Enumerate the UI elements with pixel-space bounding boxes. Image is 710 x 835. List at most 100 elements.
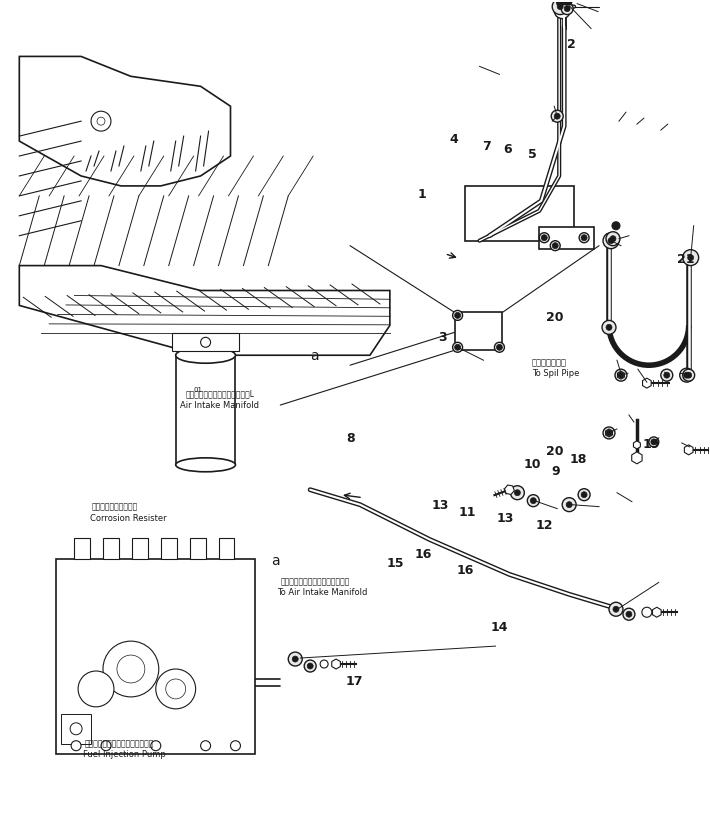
Ellipse shape <box>175 458 236 472</box>
Circle shape <box>562 498 576 512</box>
Circle shape <box>661 369 673 381</box>
Circle shape <box>610 235 616 241</box>
Circle shape <box>581 492 587 498</box>
Circle shape <box>651 439 657 445</box>
Text: コロージョンレジスタ: コロージョンレジスタ <box>92 503 138 512</box>
Circle shape <box>514 489 520 496</box>
Bar <box>61 714 91 744</box>
Circle shape <box>615 369 627 381</box>
Circle shape <box>566 502 572 508</box>
Text: 5: 5 <box>528 148 537 161</box>
Circle shape <box>540 233 550 243</box>
Bar <box>454 312 503 350</box>
Circle shape <box>530 498 536 504</box>
Circle shape <box>550 240 560 250</box>
Text: 18: 18 <box>569 453 586 467</box>
Circle shape <box>561 3 573 14</box>
Text: 16: 16 <box>456 564 474 577</box>
Circle shape <box>579 233 589 243</box>
Circle shape <box>603 233 619 249</box>
Circle shape <box>165 679 186 699</box>
Circle shape <box>623 608 635 620</box>
Text: Corrosion Resister: Corrosion Resister <box>89 514 166 523</box>
Circle shape <box>510 486 524 499</box>
Circle shape <box>91 111 111 131</box>
Circle shape <box>602 321 616 334</box>
Circle shape <box>293 656 298 662</box>
Circle shape <box>454 312 461 318</box>
Text: 12: 12 <box>536 519 554 532</box>
Polygon shape <box>555 0 574 5</box>
Circle shape <box>494 342 504 352</box>
Text: 7: 7 <box>482 139 491 153</box>
Bar <box>74 538 90 559</box>
Circle shape <box>606 430 612 436</box>
Circle shape <box>613 606 619 612</box>
Bar <box>175 355 236 465</box>
Text: スピルパイプへ: スピルパイプへ <box>532 358 567 367</box>
Circle shape <box>686 372 692 378</box>
Text: 8: 8 <box>346 432 355 445</box>
Text: 19: 19 <box>642 438 660 452</box>
Circle shape <box>564 6 570 12</box>
Text: 15: 15 <box>387 557 404 569</box>
Text: 01: 01 <box>193 387 202 393</box>
Circle shape <box>155 669 196 709</box>
Circle shape <box>151 741 160 751</box>
Circle shape <box>557 3 563 9</box>
Text: 16: 16 <box>415 549 432 561</box>
Text: Air Intake Manifold: Air Intake Manifold <box>180 401 258 409</box>
Circle shape <box>683 369 694 381</box>
Circle shape <box>201 337 211 347</box>
Text: 21: 21 <box>677 253 694 266</box>
Circle shape <box>452 342 463 352</box>
Circle shape <box>528 494 540 507</box>
Text: 20: 20 <box>546 445 564 458</box>
Bar <box>540 227 594 249</box>
Circle shape <box>304 660 316 672</box>
Circle shape <box>581 235 587 240</box>
Circle shape <box>117 655 145 683</box>
Text: 17: 17 <box>345 675 363 688</box>
Circle shape <box>288 652 302 666</box>
Text: 13: 13 <box>432 499 449 512</box>
Circle shape <box>541 235 547 240</box>
Circle shape <box>688 255 694 261</box>
Text: 2: 2 <box>567 38 576 52</box>
Text: エアーインテークマニホールドL: エアーインテークマニホールドL <box>185 390 254 398</box>
Text: 10: 10 <box>523 458 541 472</box>
Text: To Spil Pipe: To Spil Pipe <box>532 369 579 378</box>
Text: a: a <box>271 554 280 568</box>
Circle shape <box>307 663 313 669</box>
Text: 20: 20 <box>546 311 564 324</box>
Circle shape <box>320 660 328 668</box>
Bar <box>172 333 239 352</box>
Circle shape <box>664 372 670 378</box>
Polygon shape <box>19 266 390 355</box>
Circle shape <box>78 671 114 707</box>
Text: 14: 14 <box>491 620 508 634</box>
Text: 11: 11 <box>458 506 476 519</box>
Text: エアーインテークマニホールドへ: エアーインテークマニホールドへ <box>280 578 350 587</box>
Circle shape <box>578 488 590 501</box>
Circle shape <box>683 250 699 266</box>
Circle shape <box>97 117 105 125</box>
Circle shape <box>101 741 111 751</box>
Circle shape <box>608 238 614 244</box>
Circle shape <box>612 222 620 230</box>
Text: 4: 4 <box>449 134 458 146</box>
Circle shape <box>606 324 612 331</box>
Bar <box>190 538 206 559</box>
Circle shape <box>649 437 659 447</box>
Bar <box>103 538 119 559</box>
Text: To Air Intake Manifold: To Air Intake Manifold <box>277 589 368 598</box>
Bar <box>160 538 177 559</box>
Circle shape <box>642 607 652 617</box>
Circle shape <box>555 3 570 18</box>
Text: a: a <box>310 349 319 363</box>
Text: 9: 9 <box>552 465 560 478</box>
Circle shape <box>679 368 694 382</box>
Text: Fuel Injection Pump: Fuel Injection Pump <box>83 750 165 759</box>
Bar <box>219 538 234 559</box>
Circle shape <box>618 372 624 378</box>
